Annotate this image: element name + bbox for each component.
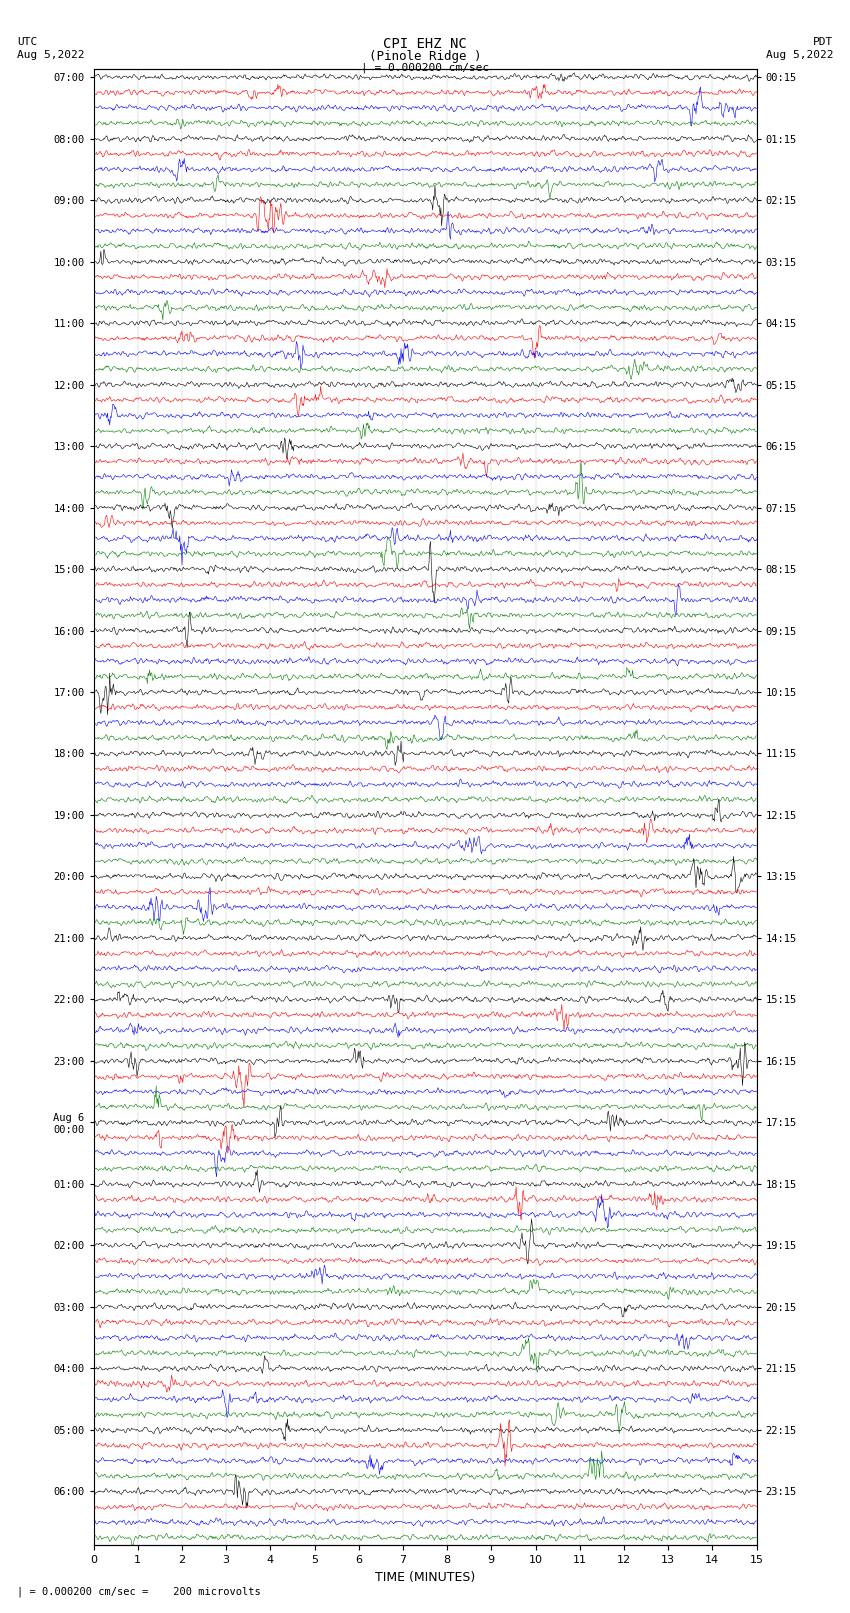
Text: | = 0.000200 cm/sec =    200 microvolts: | = 0.000200 cm/sec = 200 microvolts (17, 1586, 261, 1597)
Text: PDT: PDT (813, 37, 833, 47)
Text: Aug 5,2022: Aug 5,2022 (17, 50, 84, 60)
Text: UTC: UTC (17, 37, 37, 47)
Text: Aug 5,2022: Aug 5,2022 (766, 50, 833, 60)
Text: CPI EHZ NC: CPI EHZ NC (383, 37, 467, 52)
Text: (Pinole Ridge ): (Pinole Ridge ) (369, 50, 481, 63)
X-axis label: TIME (MINUTES): TIME (MINUTES) (375, 1571, 475, 1584)
Text: | = 0.000200 cm/sec: | = 0.000200 cm/sec (361, 63, 489, 74)
